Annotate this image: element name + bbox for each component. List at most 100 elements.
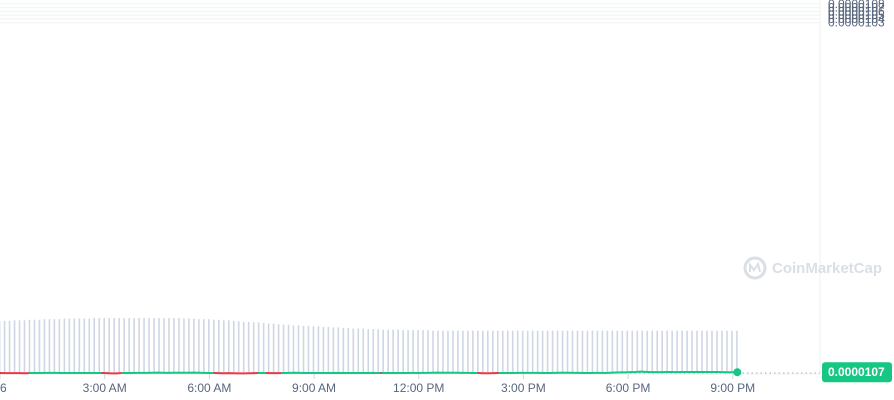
volume-bar bbox=[252, 322, 255, 372]
volume-bar bbox=[332, 327, 335, 372]
volume-bar bbox=[48, 319, 51, 372]
volume-bar bbox=[651, 330, 654, 372]
y-tick-label: 0.0000108 bbox=[828, 0, 885, 11]
volume-bar bbox=[173, 318, 175, 372]
volume-bar bbox=[33, 319, 36, 372]
volume-bar bbox=[108, 318, 110, 372]
volume-bar bbox=[541, 330, 544, 372]
volume-bar bbox=[377, 329, 380, 372]
volume-bar bbox=[53, 319, 56, 372]
volume-bar bbox=[571, 330, 574, 372]
volume-bar bbox=[198, 319, 200, 372]
volume-bar bbox=[716, 330, 718, 372]
volume-bar bbox=[23, 320, 26, 372]
volume-bar bbox=[277, 324, 280, 372]
volume-bar bbox=[128, 318, 130, 372]
volume-bar bbox=[242, 321, 245, 372]
volume-bar bbox=[307, 325, 310, 372]
x-tick-label: 16 bbox=[0, 381, 7, 395]
volume-bar bbox=[437, 330, 439, 372]
volume-bar bbox=[63, 318, 66, 372]
volume-bar bbox=[516, 330, 519, 372]
y-axis: 0.00001030.00001040.00001050.00001060.00… bbox=[828, 0, 885, 30]
volume-bar bbox=[227, 320, 230, 372]
y-tick-label: 0.0000105 bbox=[828, 8, 885, 22]
volume-bar bbox=[178, 318, 180, 372]
volume-bar bbox=[462, 330, 464, 372]
current-price-label: 0.0000107 bbox=[828, 365, 885, 379]
volume-bar bbox=[501, 330, 504, 372]
volume-bar bbox=[292, 325, 295, 372]
volume-bar bbox=[656, 330, 658, 372]
volume-bar bbox=[8, 320, 11, 372]
x-tick-label: 3:00 AM bbox=[83, 381, 127, 395]
volume-bar bbox=[496, 330, 499, 372]
volume-bar bbox=[118, 318, 120, 372]
volume-bar bbox=[3, 320, 6, 372]
volume-bar bbox=[158, 318, 160, 372]
volume-bar bbox=[591, 330, 594, 372]
volume-bar bbox=[551, 330, 554, 372]
volume-bar bbox=[631, 330, 634, 372]
volume-bar bbox=[696, 330, 698, 372]
volume-bar bbox=[636, 330, 639, 372]
volume-bar bbox=[262, 323, 265, 372]
watermark: CoinMarketCap bbox=[743, 256, 882, 280]
volume-bar bbox=[183, 318, 185, 372]
volume-bar bbox=[606, 330, 609, 372]
volume-bar bbox=[217, 319, 220, 372]
volume-bar bbox=[506, 330, 509, 372]
volume-bar bbox=[596, 330, 599, 372]
volume-bar bbox=[342, 328, 345, 372]
volume-bar bbox=[13, 320, 16, 372]
volume-bar bbox=[397, 329, 399, 372]
volume-bar bbox=[676, 330, 678, 372]
volume-bar bbox=[407, 330, 409, 372]
x-tick-label: 12:00 PM bbox=[393, 381, 444, 395]
volume-bar bbox=[78, 318, 81, 372]
volume-bar bbox=[322, 326, 325, 372]
volume-bar bbox=[611, 330, 614, 372]
volume-bar bbox=[113, 318, 115, 372]
volume-bar bbox=[163, 318, 165, 372]
volume-bar bbox=[213, 319, 215, 372]
volume-bar bbox=[327, 326, 330, 372]
volume-bar bbox=[237, 321, 240, 372]
volume-bar bbox=[691, 330, 693, 372]
volume-bar bbox=[28, 319, 31, 372]
watermark-text: CoinMarketCap bbox=[772, 260, 882, 277]
volume-bar bbox=[93, 318, 96, 372]
volume-bar bbox=[387, 329, 389, 372]
volume-bar bbox=[666, 330, 668, 372]
volume-bar bbox=[312, 326, 315, 372]
volume-bar bbox=[586, 330, 589, 372]
volume-bar bbox=[382, 329, 384, 372]
volume-bar bbox=[511, 330, 514, 372]
volume-bar bbox=[721, 330, 723, 372]
volume-bar bbox=[457, 330, 459, 372]
volume-bar bbox=[711, 330, 713, 372]
volume-bar bbox=[731, 330, 733, 372]
volume-bar bbox=[521, 330, 524, 372]
volume-bar bbox=[661, 330, 663, 372]
x-tick-label: 6:00 AM bbox=[187, 381, 231, 395]
volume-bar bbox=[362, 328, 365, 372]
volume-bar bbox=[232, 320, 235, 372]
volume-bar bbox=[671, 330, 673, 372]
volume-bar bbox=[282, 324, 285, 372]
volume-bar bbox=[581, 330, 584, 372]
y-tick-label: 0.0000103 bbox=[828, 16, 885, 30]
volume-bar bbox=[452, 330, 454, 372]
volume-bar bbox=[337, 327, 340, 372]
volume-bar bbox=[392, 329, 394, 372]
volume-bar bbox=[98, 318, 101, 372]
volume-bar bbox=[482, 330, 484, 372]
volume-bar bbox=[681, 330, 683, 372]
volume-bar bbox=[247, 321, 250, 372]
volume-bar bbox=[477, 330, 479, 372]
volume-bar bbox=[491, 330, 494, 372]
volume-bar bbox=[148, 318, 150, 372]
volume-bar bbox=[83, 318, 86, 372]
volume-bar bbox=[626, 330, 629, 372]
